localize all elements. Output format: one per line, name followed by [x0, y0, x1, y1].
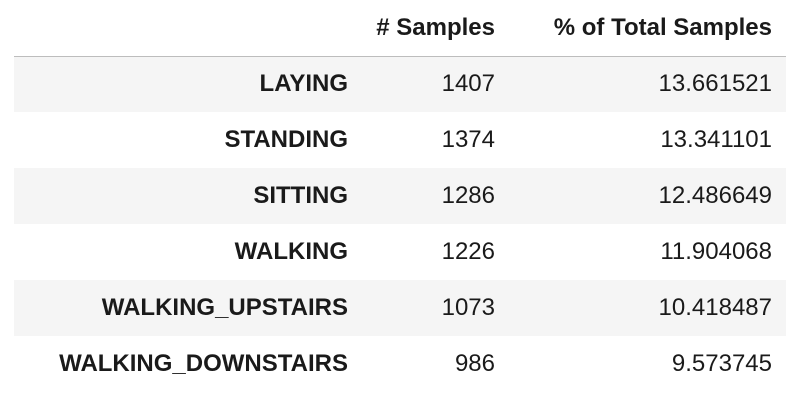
row-label: SITTING	[253, 182, 348, 209]
row-label: WALKING_UPSTAIRS	[101, 294, 348, 321]
samples-cell: 1374	[441, 126, 495, 153]
samples-column-header: # Samples	[352, 0, 509, 57]
table-row: WALKING_DOWNSTAIRS 986 9.573745	[14, 336, 786, 392]
samples-cell: 986	[454, 350, 495, 377]
row-label: LAYING	[259, 70, 348, 98]
percent-cell: 11.904068	[660, 238, 772, 265]
row-label: STANDING	[224, 126, 348, 153]
table-header-row: # Samples % of Total Samples	[14, 0, 786, 57]
row-label: WALKING	[234, 238, 348, 265]
table-row: WALKING_UPSTAIRS 1073 10.418487	[14, 280, 786, 336]
table-row: LAYING 1407 13.661521	[14, 56, 786, 112]
percent-cell: 10.418487	[658, 294, 772, 321]
percent-cell: 9.573745	[671, 350, 772, 377]
samples-cell: 1286	[441, 182, 495, 209]
samples-table: # Samples % of Total Samples LAYING 1407…	[14, 0, 786, 392]
percent-cell: 12.486649	[658, 182, 772, 209]
table-row: WALKING 1226 11.904068	[14, 224, 786, 280]
dataframe-output: # Samples % of Total Samples LAYING 1407…	[14, 0, 786, 392]
samples-cell: 1073	[441, 294, 495, 321]
samples-cell: 1407	[441, 70, 495, 98]
index-header	[14, 0, 352, 57]
percent-cell: 13.661521	[658, 70, 772, 98]
percent-cell: 13.341101	[660, 126, 772, 153]
table-row: STANDING 1374 13.341101	[14, 112, 786, 168]
table-row: SITTING 1286 12.486649	[14, 168, 786, 224]
percent-column-header: % of Total Samples	[509, 0, 786, 57]
row-label: WALKING_DOWNSTAIRS	[59, 350, 348, 377]
samples-cell: 1226	[441, 238, 495, 265]
